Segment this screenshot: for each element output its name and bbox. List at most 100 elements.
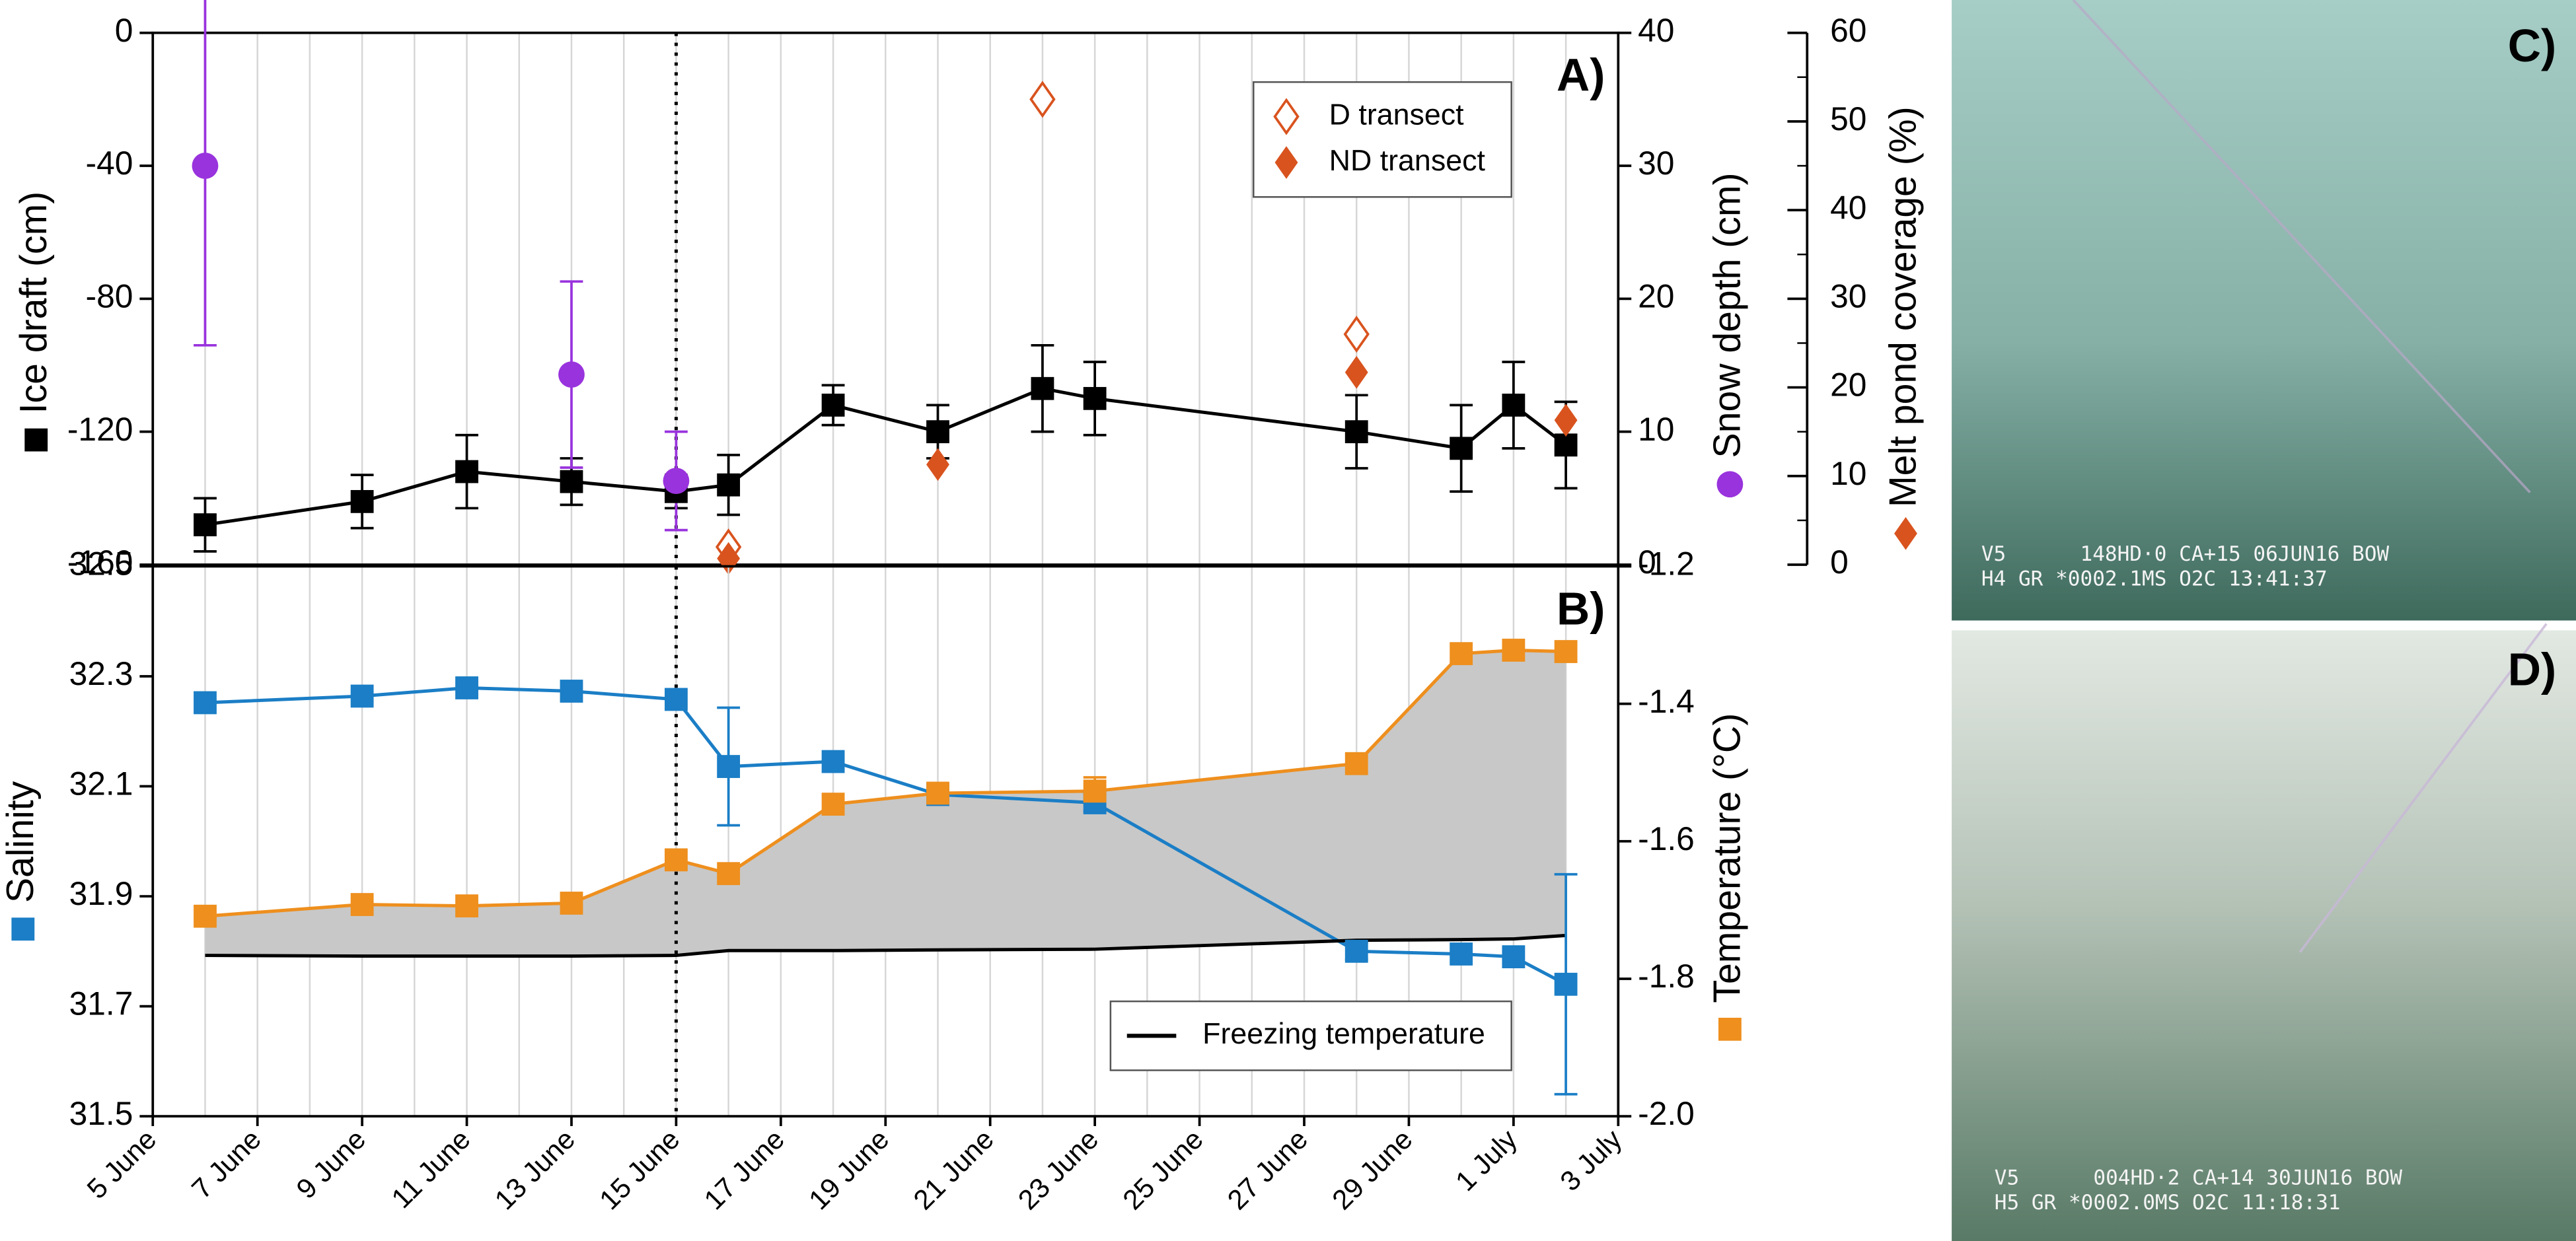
- y-tick-label: 32.5: [69, 546, 133, 583]
- panel-label: A): [1557, 50, 1605, 101]
- legend-box: [1109, 1000, 1512, 1071]
- marker: [1502, 639, 1526, 662]
- marker: [1554, 433, 1578, 457]
- marker: [455, 894, 478, 918]
- y2-tick-label: -1.8: [1638, 958, 1695, 995]
- legend-label: ND transect: [1329, 144, 1486, 177]
- marker: [663, 468, 690, 495]
- panel-label: D): [2508, 643, 2556, 695]
- marker: [560, 470, 583, 493]
- legend-label: Freezing temperature: [1202, 1017, 1485, 1050]
- marker: [558, 361, 585, 388]
- y-tick-label: 32.1: [69, 765, 133, 802]
- y2-tick-label: -1.6: [1638, 820, 1695, 857]
- marker: [821, 394, 845, 417]
- y-tick-label: 0: [115, 12, 133, 49]
- legend: D transect ND transect: [1253, 81, 1512, 198]
- y3-tick-label: 60: [1830, 12, 1866, 49]
- legend: Freezing temperature: [1109, 1000, 1512, 1071]
- marker: [560, 892, 583, 915]
- panel-0: -160 -120 -80 -40 0 0 10 20 30 40 0 10 20 30 40 50 60 Ice…: [13, 0, 1925, 581]
- marker: [926, 420, 949, 444]
- panel-label: B): [1557, 583, 1605, 634]
- x-tick-label: 19 June: [803, 1123, 895, 1216]
- photo-d: V5 004HD·2 CA+14 30JUN16 BOW H5 GR *0002…: [1952, 623, 2576, 1241]
- y3-tick-label: 50: [1830, 100, 1866, 137]
- marker: [194, 904, 217, 928]
- y2-tick-label: 10: [1638, 411, 1674, 448]
- x-tick-label: 15 June: [593, 1123, 686, 1216]
- y3-tick-label: 40: [1830, 189, 1866, 226]
- marker: [1344, 420, 1368, 444]
- marker: [1029, 81, 1056, 118]
- marker: [1083, 386, 1107, 410]
- x-tick-label: 3 July: [1554, 1123, 1628, 1197]
- marker: [560, 680, 583, 703]
- photo-c: V5 148HD·0 CA+15 06JUN16 BOW H4 GR *0002…: [1952, 0, 2576, 621]
- marker: [717, 862, 741, 886]
- x-tick-label: 11 June: [385, 1123, 476, 1214]
- y-tick-label: -80: [86, 277, 133, 314]
- y3-tick-label: 0: [1830, 544, 1849, 581]
- marker: [926, 781, 949, 805]
- x-tick-label: 21 June: [907, 1123, 1000, 1216]
- y2-tick-label: -1.2: [1638, 546, 1695, 583]
- marker: [1502, 945, 1526, 969]
- axis-key: [1718, 1017, 1742, 1041]
- marker: [194, 513, 217, 536]
- marker: [1450, 642, 1473, 666]
- y2-tick-label: -2.0: [1638, 1095, 1695, 1132]
- photo-overlay: H4 GR *0002.1MS O2C 13:41:37: [1981, 567, 2328, 590]
- marker: [1344, 355, 1368, 389]
- fill-between: [205, 650, 1566, 956]
- tether-line: [2072, 0, 2531, 493]
- marker: [821, 793, 845, 816]
- legend-label: D transect: [1329, 98, 1464, 131]
- marker: [1502, 394, 1526, 417]
- x-tick-label: 7 June: [186, 1123, 267, 1205]
- axis-label: Snow depth (cm): [1706, 173, 1748, 458]
- marker: [1554, 404, 1578, 437]
- x-tick-label: 23 June: [1012, 1123, 1105, 1216]
- marker: [1450, 437, 1473, 460]
- axis-key: [24, 428, 48, 452]
- panel-1: 31.5 31.7 31.9 32.1 32.3 32.5 -2.0 -1.8 -1.6 -1.4…: [0, 546, 1749, 1216]
- y3-tick-label: 10: [1830, 455, 1866, 492]
- y-tick-label: -160: [67, 544, 133, 581]
- axis-label: Ice draft (cm): [13, 192, 55, 414]
- marker: [665, 848, 688, 872]
- photo-overlay: H5 GR *0002.0MS O2C 11:18:31: [1995, 1191, 2341, 1215]
- legend-box: [1253, 81, 1512, 198]
- tether-line: [2299, 623, 2548, 953]
- y2-tick-label: 0: [1638, 544, 1656, 581]
- marker: [1344, 752, 1368, 775]
- x-tick-label: 17 June: [698, 1123, 791, 1216]
- y2-tick-label: 40: [1638, 12, 1674, 49]
- marker: [1031, 376, 1054, 400]
- marker: [821, 750, 845, 773]
- x-tick-label: 29 June: [1326, 1123, 1418, 1216]
- x-tick-label: 27 June: [1222, 1123, 1314, 1216]
- y-tick-label: 31.5: [69, 1095, 133, 1132]
- x-tick-label: 25 June: [1117, 1123, 1209, 1216]
- y2-tick-label: -1.4: [1638, 683, 1695, 720]
- marker: [1450, 942, 1473, 966]
- axis-key: [11, 917, 35, 941]
- marker: [1344, 939, 1368, 963]
- axis-key: [1716, 471, 1744, 498]
- y2-tick-label: 30: [1638, 145, 1674, 182]
- axis-key: [1894, 516, 1917, 550]
- photo-background: [1952, 630, 2576, 1241]
- marker: [1083, 779, 1107, 803]
- y-tick-label: 31.7: [69, 985, 133, 1022]
- marker: [926, 448, 949, 481]
- photo-overlay: V5 004HD·2 CA+14 30JUN16 BOW: [1995, 1166, 2403, 1190]
- y3-tick-label: 30: [1830, 277, 1866, 314]
- marker: [455, 460, 478, 483]
- marker: [194, 691, 217, 715]
- axis-label: Melt pond coverage (%): [1882, 106, 1925, 507]
- marker: [350, 893, 374, 916]
- x-tick-label: 9 June: [290, 1123, 371, 1205]
